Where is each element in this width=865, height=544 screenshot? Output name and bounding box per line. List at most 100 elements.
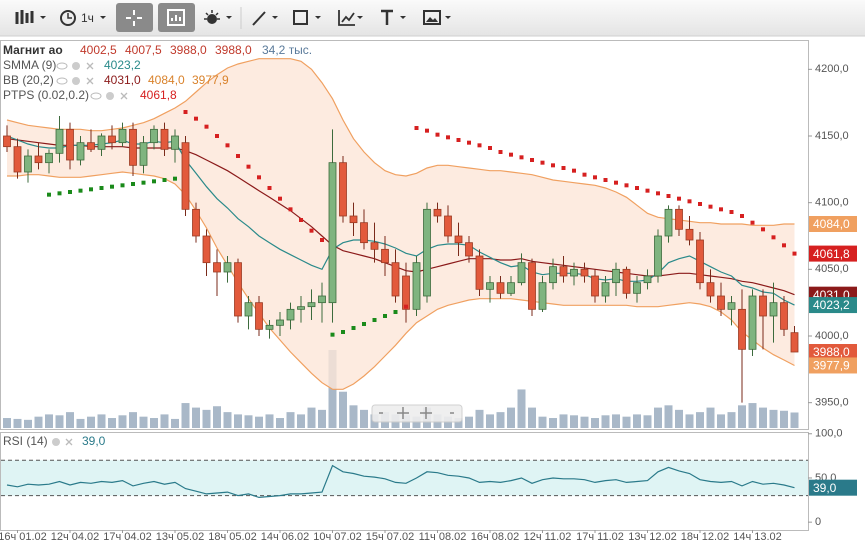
candle-body <box>391 262 400 297</box>
volume-bar <box>150 418 158 428</box>
candle-body <box>118 128 127 144</box>
volume-bar <box>97 414 106 428</box>
line-icon <box>252 11 266 26</box>
ptps-dot <box>152 179 156 184</box>
gear-icon <box>72 62 80 70</box>
candle-body <box>538 282 547 310</box>
ptps-dot <box>540 160 545 165</box>
volume-bar <box>76 418 85 428</box>
x-tick-label: 17ч 11.02 <box>576 531 624 543</box>
ptps-dot <box>719 207 723 212</box>
volume-bar <box>475 409 484 428</box>
smma-value: 4023,2 <box>104 58 141 72</box>
price-badge-label: 3988,0 <box>813 345 850 359</box>
x-tick-label: 12ч 04.02 <box>51 531 100 543</box>
volume-bar <box>790 412 799 428</box>
text-tool-button[interactable] <box>381 9 406 25</box>
candle-body <box>654 235 662 277</box>
ptps-dot <box>614 180 618 185</box>
ptps-dot <box>519 155 524 160</box>
candle-body <box>234 262 242 317</box>
interval-button[interactable]: 1ч <box>60 10 106 26</box>
ptps-dot <box>299 218 303 222</box>
volume-bar <box>34 416 43 428</box>
ptps-dot <box>204 124 209 129</box>
image-tool-button[interactable] <box>423 10 451 25</box>
candle-body <box>223 262 232 273</box>
shape-tool-button[interactable] <box>293 10 321 25</box>
ptps-dot <box>750 220 755 225</box>
ptps-value: 4061,8 <box>140 88 177 102</box>
volume-bar <box>213 406 221 428</box>
volume-bar <box>349 405 358 428</box>
price-badge-label: 4061,8 <box>813 247 850 261</box>
rsi-y-tick-label: 0 <box>815 516 821 528</box>
volume-bar <box>654 407 662 428</box>
rsi-value: 39,0 <box>82 434 106 448</box>
candle-body <box>759 295 767 317</box>
candle-body <box>97 135 106 150</box>
volume-bar <box>286 412 295 428</box>
volume-bar <box>265 414 274 428</box>
crosshair-button[interactable] <box>116 3 153 32</box>
price-badge <box>809 344 857 360</box>
line-tool-button[interactable] <box>252 11 278 26</box>
scroll-control[interactable] <box>371 404 463 423</box>
volume-bar <box>276 418 284 428</box>
caret <box>40 16 46 19</box>
candle-body <box>549 266 557 284</box>
candle-body <box>706 282 715 297</box>
volume-bar <box>360 409 368 428</box>
volume-bar <box>171 418 179 428</box>
ptps-dot <box>309 228 314 233</box>
ptps-dot <box>498 150 503 154</box>
ptps-dot <box>593 175 597 180</box>
caret <box>100 16 106 19</box>
volume-bar <box>192 407 200 428</box>
candle-body <box>433 208 442 217</box>
candle-body <box>664 208 673 237</box>
volume-bar <box>622 416 631 428</box>
ptps-dot <box>57 191 62 196</box>
volume-bar <box>45 414 53 428</box>
candle-body <box>412 262 421 310</box>
ptps-dot <box>425 128 429 133</box>
chart-type-button[interactable] <box>10 6 50 30</box>
volume-bar <box>13 418 22 428</box>
ptps-dot <box>530 158 534 162</box>
crosshair-icon <box>126 10 142 26</box>
volume-bar <box>685 414 694 428</box>
button-active <box>116 3 153 32</box>
ptps-dot <box>194 116 198 121</box>
volume-bar <box>517 389 526 428</box>
sun-rays <box>204 10 220 20</box>
volume-bar <box>139 416 148 428</box>
volume-bar <box>559 414 568 428</box>
close-icon <box>120 92 128 100</box>
candle-body <box>360 222 368 244</box>
candle-body <box>528 262 536 310</box>
ptps-dot <box>330 332 335 337</box>
candle-body <box>517 262 526 284</box>
ohlc-label: 4007,5 <box>125 43 162 57</box>
volume-bar <box>87 416 95 428</box>
ptps-dot <box>572 168 576 173</box>
candle-body <box>87 142 95 150</box>
caret <box>357 16 363 19</box>
bb-value: 4031,0 <box>104 73 141 87</box>
y-tick-label: 4050,0 <box>815 263 849 275</box>
candle-body <box>349 215 358 224</box>
fib-tool-button[interactable] <box>338 10 363 26</box>
indicator-button[interactable] <box>158 3 195 32</box>
eye-icon <box>56 62 68 70</box>
ptps-dot <box>446 135 450 140</box>
volume-bar <box>496 412 505 428</box>
ptps-dot <box>372 318 377 322</box>
ptps-dot <box>603 178 608 182</box>
candle-body <box>139 142 148 166</box>
ptps-dot <box>509 152 513 157</box>
gear-icon <box>52 438 60 446</box>
studies-button[interactable] <box>204 10 232 24</box>
candle-body <box>34 155 43 164</box>
